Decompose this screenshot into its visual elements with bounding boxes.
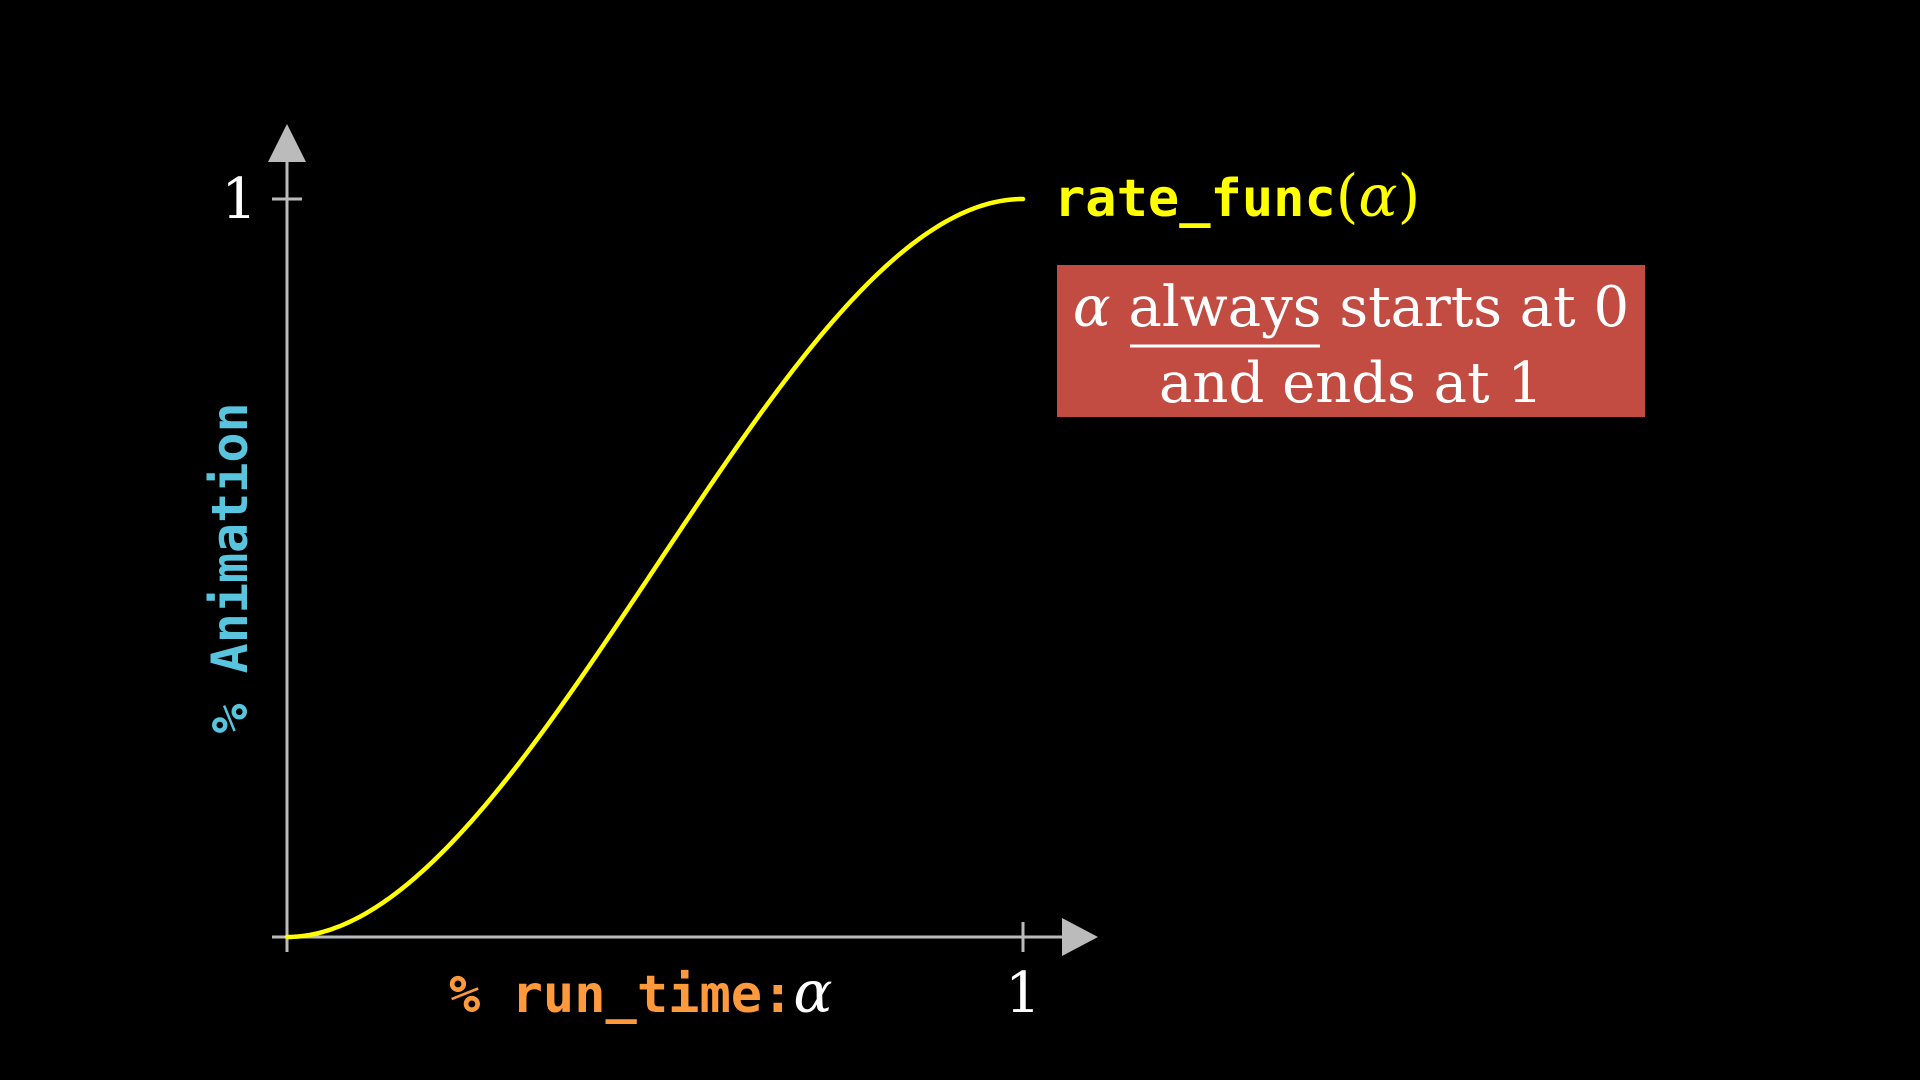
- annotation-line-1-rest: starts at 0: [1339, 275, 1629, 340]
- annotation-alpha: α: [1073, 275, 1111, 340]
- annotation-background: [1057, 265, 1645, 417]
- rate-func-curve: [284, 196, 1026, 940]
- y-tick-label-1: 1: [221, 167, 257, 232]
- series-label: rate_func(α): [1054, 162, 1420, 230]
- annotation-underlined-word: always: [1129, 275, 1322, 340]
- x-axis-arrowhead: [1062, 918, 1098, 956]
- x-axis-label: % run_time:α: [449, 958, 833, 1026]
- annotation-line-2: and ends at 1: [1159, 351, 1543, 416]
- annotation-line-1: α always starts at 0: [1073, 275, 1629, 340]
- x-axis-label-alpha: α: [793, 958, 832, 1026]
- axes: [268, 124, 1098, 956]
- series-label-close-paren: ): [1398, 162, 1421, 230]
- y-axis-arrowhead: [268, 124, 306, 162]
- x-tick-label-1: 1: [1005, 961, 1041, 1026]
- series-label-open-paren: (: [1336, 162, 1359, 230]
- y-axis-label: % Animation: [201, 402, 259, 733]
- series-label-func: rate_func: [1054, 169, 1336, 229]
- series-label-alpha: α: [1358, 162, 1397, 230]
- annotation-box: α always starts at 0 and ends at 1: [1057, 265, 1645, 417]
- x-axis-label-text: % run_time:: [449, 965, 793, 1025]
